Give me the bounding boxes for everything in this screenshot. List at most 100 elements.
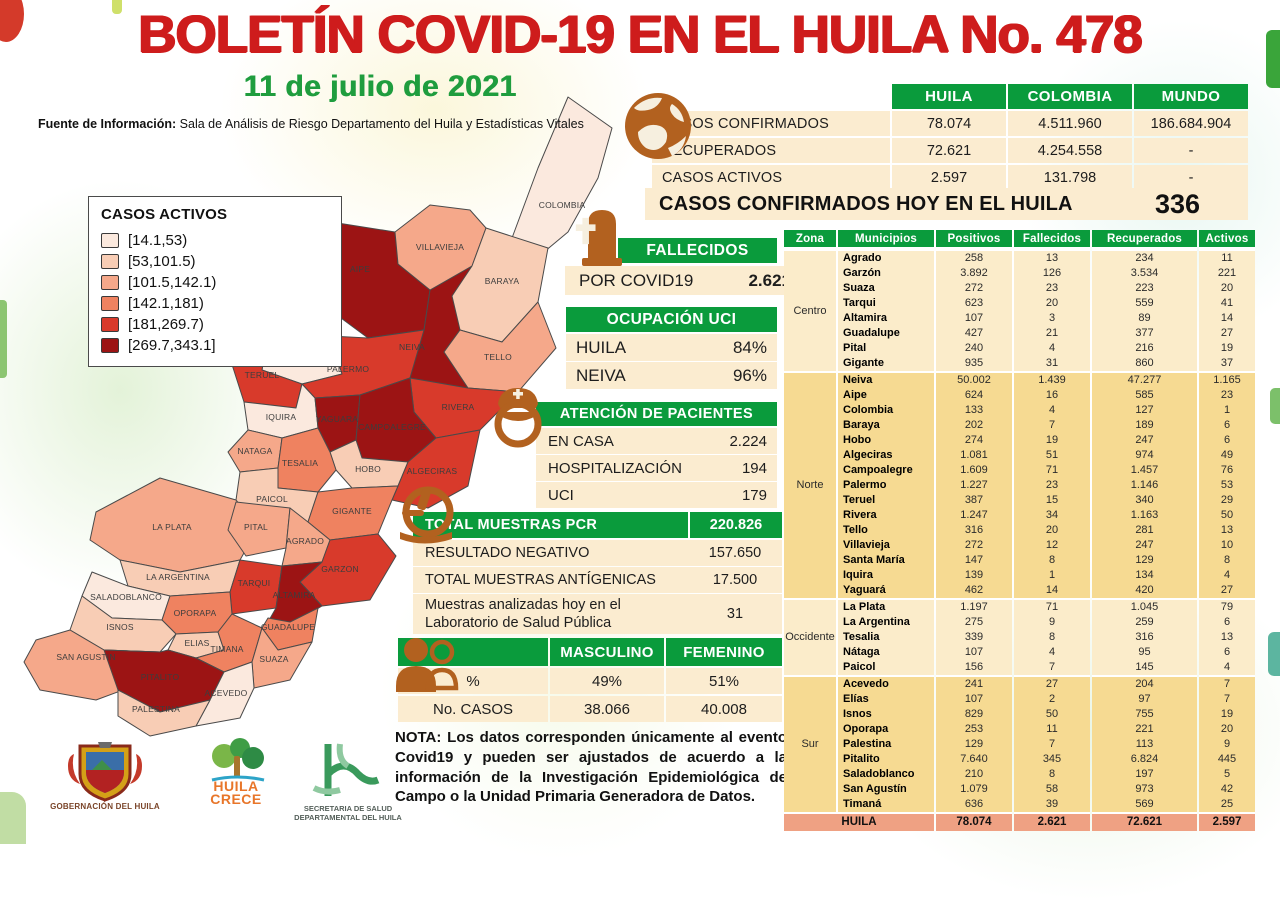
grave-icon [575,210,622,266]
municipal-col-activos: Activos [1199,230,1255,249]
value-cell: 247 [1092,433,1197,448]
value-cell: 1.439 [1014,371,1090,388]
value-cell: 1.457 [1092,463,1197,478]
value-cell: 860 [1092,356,1197,371]
value-cell: 145 [1092,660,1197,675]
municipality-label: LA PLATA [152,522,192,532]
value-cell: 7.640 [936,752,1012,767]
value-cell: 340 [1092,493,1197,508]
value-cell: 974 [1092,448,1197,463]
municipality-label: YAGUARA [316,414,358,424]
value-cell: 13 [1199,630,1255,645]
value-cell: 6 [1199,433,1255,448]
value-cell: 221 [1092,722,1197,737]
value-cell: 755 [1092,707,1197,722]
uci-row-label: HUILA [576,337,627,357]
value-cell: 10 [1199,538,1255,553]
municipality-label: ELIAS [184,638,209,648]
today-value: 336 [1154,188,1200,219]
value-cell: 259 [1092,615,1197,630]
atencion-row: HOSPITALIZACIÓN 194 [536,455,777,481]
summary-table: HUILA COLOMBIA MUNDO CASOS CONFIRMADOS 7… [652,84,1248,190]
value-cell: 147 [936,553,1012,568]
municipality-label: PITAL [244,522,268,532]
secretaria-salud-logo [312,743,380,796]
municipality-label: SUAZA [259,654,288,664]
municipality-label: NATAGA [238,446,273,456]
municipality-cell: Garzón [838,266,934,281]
value-cell: 6 [1199,418,1255,433]
value-cell: 19 [1199,707,1255,722]
value-cell: 23 [1014,281,1090,296]
municipality-label: RIVERA [442,402,475,412]
value-cell: 247 [1092,538,1197,553]
value-cell: 11 [1199,249,1255,266]
value-cell: 113 [1092,737,1197,752]
value-cell: 9 [1199,737,1255,752]
value-cell: 316 [1092,630,1197,645]
table-row: Iquira 139 1 134 4 [784,568,1255,583]
table-row: Palestina 129 7 113 9 [784,737,1255,752]
summary-value: 4.254.558 [1008,138,1132,163]
edge-decoration [1270,388,1280,424]
table-row: Pital 240 4 216 19 [784,341,1255,356]
value-cell: 20 [1014,523,1090,538]
value-cell: 97 [1092,692,1197,707]
edge-decoration [1266,30,1280,88]
legend-swatch [101,296,119,311]
municipality-label: ISNOS [106,622,134,632]
table-row: Hobo 274 19 247 6 [784,433,1255,448]
value-cell: 189 [1092,418,1197,433]
value-cell: 7 [1014,418,1090,433]
municipality-label: LA ARGENTINA [146,572,210,582]
value-cell: 281 [1092,523,1197,538]
value-cell: 1.165 [1199,371,1255,388]
municipality-label: AGRADO [286,536,324,546]
legend-label: [53,101.5) [128,253,196,270]
municipal-col-recuperados: Recuperados [1092,230,1197,249]
value-cell: 4 [1014,645,1090,660]
gender-col-femenino: FEMENINO [666,638,782,666]
municipality-cell: Palestina [838,737,934,752]
municipality-cell: Gigante [838,356,934,371]
municipality-cell: Suaza [838,281,934,296]
value-cell: 636 [936,797,1012,812]
municipality-label: AIPE [350,264,370,274]
value-cell: 1.146 [1092,478,1197,493]
source-note: Fuente de Información: Sala de Análisis … [38,117,584,131]
value-cell: 156 [936,660,1012,675]
page-title: BOLETÍN COVID-19 EN EL HUILA No. 478 [138,5,1143,64]
atencion-row: UCI 179 [536,482,777,508]
atencion-row-label: UCI [548,486,574,504]
value-cell: 204 [1092,675,1197,692]
uci-row: HUILA 84% [566,334,777,361]
municipality-cell: Nátaga [838,645,934,660]
huila-crece-word1: HUILA [213,778,259,794]
municipality-label: GARZON [321,564,359,574]
value-cell: 134 [1092,568,1197,583]
municipality-cell: Hobo [838,433,934,448]
legend-swatch [101,317,119,332]
summary-row-label: CASOS CONFIRMADOS [652,111,890,136]
municipality-label: ALTAMIRA [273,590,316,600]
summary-value: 72.621 [892,138,1006,163]
value-cell: 8 [1014,553,1090,568]
value-cell: 1 [1199,403,1255,418]
municipality-cell: Acevedo [838,675,934,692]
table-row: Paicol 156 7 145 4 [784,660,1255,675]
huila-crece-caption: HUILA CRECE [196,778,276,807]
value-cell: 4 [1014,403,1090,418]
value-cell: 127 [1092,403,1197,418]
value-cell: 4 [1199,568,1255,583]
table-row: Garzón 3.892 126 3.534 221 [784,266,1255,281]
value-cell: 559 [1092,296,1197,311]
atencion-row-value: 179 [741,486,767,504]
municipality-cell: Baraya [838,418,934,433]
value-cell: 585 [1092,388,1197,403]
atencion-row: EN CASA 2.224 [536,428,777,454]
municipality-cell: La Argentina [838,615,934,630]
microscope-icon [400,486,454,544]
value-cell: 1.197 [936,598,1012,615]
municipality-cell: Teruel [838,493,934,508]
table-row: Guadalupe 427 21 377 27 [784,326,1255,341]
